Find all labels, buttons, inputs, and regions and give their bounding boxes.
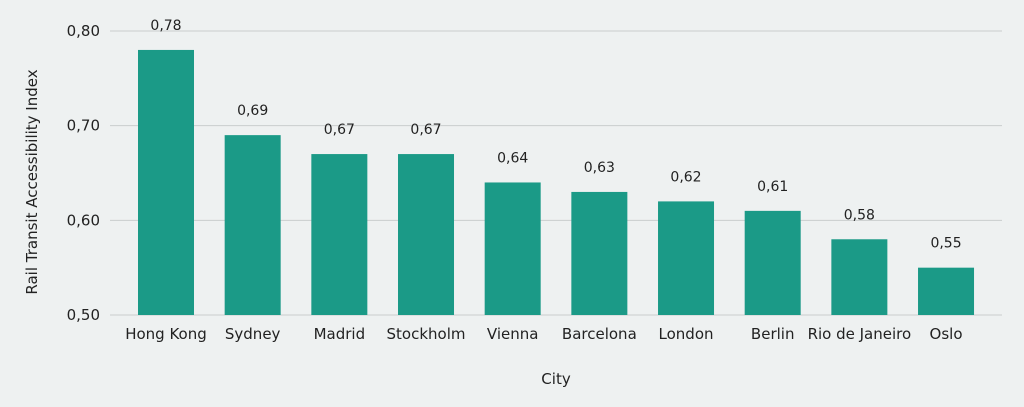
- bar: [484, 182, 541, 315]
- y-tick-label: 0,60: [67, 211, 100, 229]
- x-category-label: Stockholm: [387, 325, 466, 343]
- x-category-label: Sydney: [225, 325, 281, 343]
- data-label: 0,78: [150, 18, 181, 34]
- data-label: 0,63: [584, 160, 615, 176]
- data-label: 0,67: [324, 122, 355, 138]
- x-category-label: Vienna: [487, 325, 539, 343]
- bar: [398, 154, 455, 315]
- y-axis-title: Rail Transit Accessibility Index: [23, 69, 41, 294]
- x-axis-categories: Hong Kong Sydney Madrid Stockholm Vienna Barc…: [125, 325, 962, 343]
- data-label: 0,58: [844, 207, 875, 223]
- data-label: 0,67: [410, 122, 441, 138]
- y-axis-ticks: 0,50 0,60 0,70 0,80: [67, 22, 100, 324]
- bars: [138, 49, 975, 315]
- x-category-label: Madrid: [314, 325, 366, 343]
- data-label: 0,62: [670, 169, 701, 185]
- x-category-label: Barcelona: [562, 325, 637, 343]
- bar: [658, 201, 715, 315]
- bar: [571, 191, 628, 315]
- bar: [138, 49, 194, 315]
- x-category-label: Rio de Janeiro: [808, 325, 912, 343]
- data-label: 0,69: [237, 103, 268, 119]
- bar: [311, 154, 368, 315]
- bar: [224, 135, 281, 315]
- x-category-label: London: [659, 325, 714, 343]
- data-label: 0,61: [757, 179, 788, 195]
- x-category-label: Oslo: [930, 325, 963, 343]
- bar: [918, 267, 975, 315]
- bar: [831, 239, 888, 315]
- x-category-label: Hong Kong: [125, 325, 207, 343]
- x-axis-title: City: [541, 370, 571, 388]
- y-tick-label: 0,70: [67, 117, 100, 135]
- data-labels: 0,78 0,69 0,67 0,67 0,64 0,63 0,62 0,61 0,58 0,55: [150, 18, 961, 252]
- data-label: 0,64: [497, 150, 528, 166]
- y-tick-label: 0,50: [67, 306, 100, 324]
- bar: [744, 210, 801, 315]
- data-label: 0,55: [930, 236, 961, 252]
- y-tick-label: 0,80: [67, 22, 100, 40]
- x-category-label: Berlin: [751, 325, 795, 343]
